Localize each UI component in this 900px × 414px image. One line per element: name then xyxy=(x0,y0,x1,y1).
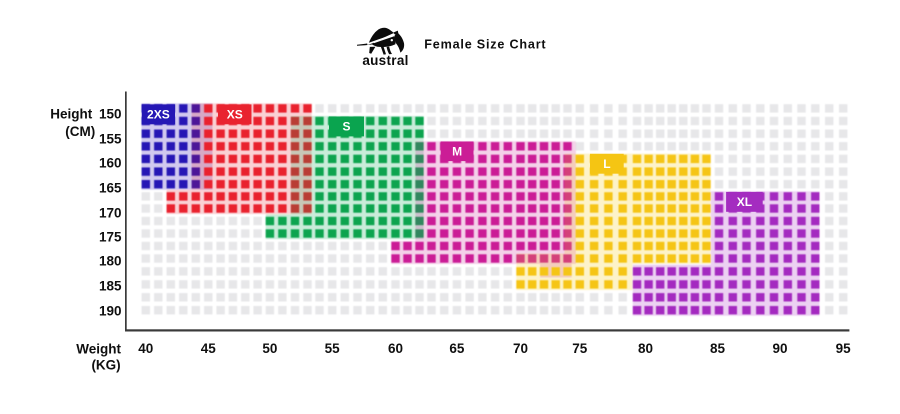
svg-text:XL: XL xyxy=(737,195,752,209)
svg-text:190: 190 xyxy=(99,304,122,319)
svg-text:80: 80 xyxy=(638,341,653,356)
svg-text:45: 45 xyxy=(201,341,217,356)
svg-text:85: 85 xyxy=(710,341,726,356)
svg-text:165: 165 xyxy=(99,181,122,196)
svg-text:75: 75 xyxy=(572,341,588,356)
svg-text:175: 175 xyxy=(99,229,122,244)
svg-text:185: 185 xyxy=(99,279,122,294)
svg-text:S: S xyxy=(342,119,350,133)
svg-text:155: 155 xyxy=(99,132,122,147)
svg-text:2XS: 2XS xyxy=(147,107,170,121)
svg-text:(CM): (CM) xyxy=(65,124,95,139)
svg-text:60: 60 xyxy=(388,341,403,356)
svg-text:160: 160 xyxy=(99,155,122,170)
svg-text:L: L xyxy=(603,157,610,171)
svg-text:50: 50 xyxy=(262,341,277,356)
svg-text:Height: Height xyxy=(50,107,93,122)
svg-text:180: 180 xyxy=(99,254,122,269)
svg-text:(KG): (KG) xyxy=(91,357,120,372)
svg-text:Female Size Chart: Female Size Chart xyxy=(424,38,546,52)
svg-text:65: 65 xyxy=(449,341,465,356)
svg-text:170: 170 xyxy=(99,206,122,221)
svg-text:70: 70 xyxy=(513,341,528,356)
svg-text:55: 55 xyxy=(325,341,341,356)
svg-text:95: 95 xyxy=(836,341,852,356)
svg-text:150: 150 xyxy=(99,107,122,122)
svg-text:austral: austral xyxy=(362,53,408,68)
svg-text:40: 40 xyxy=(138,341,153,356)
svg-text:Weight: Weight xyxy=(76,342,121,357)
svg-text:XS: XS xyxy=(227,107,243,121)
svg-text:90: 90 xyxy=(772,341,787,356)
svg-text:M: M xyxy=(452,144,462,158)
